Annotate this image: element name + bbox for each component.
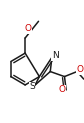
Text: O: O [25, 24, 32, 33]
Text: O: O [76, 65, 83, 74]
Text: S: S [29, 82, 35, 91]
Text: O: O [58, 85, 66, 94]
Text: N: N [52, 51, 59, 60]
